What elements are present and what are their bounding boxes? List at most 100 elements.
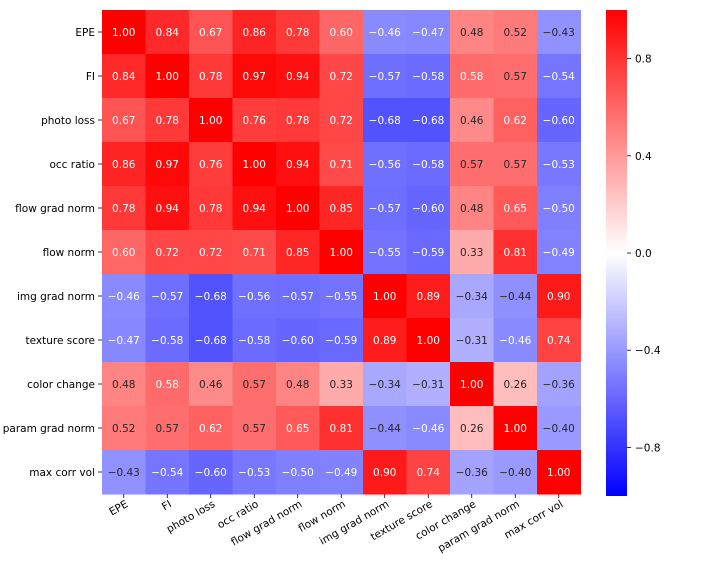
heatmap-cell xyxy=(406,10,451,55)
cell-value-label: −0.31 xyxy=(456,335,488,347)
cell-value-label: −0.60 xyxy=(195,467,227,479)
cell-value-label: 0.57 xyxy=(504,159,527,171)
cell-value-label: 0.78 xyxy=(286,115,309,127)
heatmap-cell xyxy=(537,450,581,495)
heatmap-cell xyxy=(189,362,233,407)
heatmap-cell xyxy=(102,54,146,99)
cell-value-label: −0.49 xyxy=(325,467,357,479)
heatmap-cell xyxy=(363,362,407,407)
cell-value-label: 1.00 xyxy=(417,335,440,347)
cell-value-label: −0.59 xyxy=(412,247,444,259)
cell-value-label: 0.65 xyxy=(504,203,527,215)
cell-value-label: −0.59 xyxy=(325,335,357,347)
cell-value-label: 0.67 xyxy=(112,115,135,127)
heatmap-cell xyxy=(189,318,233,363)
cell-value-label: 0.85 xyxy=(286,247,309,259)
heatmap-cell xyxy=(406,274,451,319)
cell-value-label: 0.60 xyxy=(330,27,353,39)
heatmap-cell xyxy=(145,142,190,187)
heatmap-cells xyxy=(102,10,581,495)
cell-value-label: −0.54 xyxy=(151,467,183,479)
heatmap-cell xyxy=(145,186,190,231)
cell-value-label: −0.54 xyxy=(543,71,575,83)
heatmap-cell xyxy=(450,274,494,319)
cell-value-label: 0.46 xyxy=(460,115,484,127)
heatmap-cell xyxy=(537,318,581,363)
heatmap-cell xyxy=(493,10,538,55)
cell-value-label: −0.46 xyxy=(412,423,444,435)
cell-value-label: −0.68 xyxy=(412,115,444,127)
heatmap-cell xyxy=(232,98,277,143)
heatmap-cell xyxy=(232,142,277,187)
cell-value-label: 0.57 xyxy=(504,71,527,83)
cell-value-label: 0.74 xyxy=(547,335,571,347)
heatmap-cell xyxy=(450,54,494,99)
heatmap-cell xyxy=(450,142,494,187)
heatmap-cell xyxy=(363,54,407,99)
cell-value-label: −0.58 xyxy=(151,335,183,347)
heatmap-cell xyxy=(537,186,581,231)
heatmap-cell xyxy=(450,98,494,143)
cell-value-label: −0.47 xyxy=(412,27,444,39)
heatmap-cell xyxy=(406,98,451,143)
heatmap-cell xyxy=(319,186,364,231)
heatmap-cell xyxy=(145,54,190,99)
heatmap-cell xyxy=(276,142,320,187)
heatmap-cell xyxy=(450,318,494,363)
heatmap-cell xyxy=(232,450,277,495)
cell-value-label: 0.72 xyxy=(330,71,353,83)
heatmap-cell xyxy=(276,10,320,55)
cell-value-label: −0.60 xyxy=(543,115,575,127)
cell-value-label: 0.26 xyxy=(504,379,528,391)
cell-value-label: 0.76 xyxy=(199,159,223,171)
heatmap-cell xyxy=(189,274,233,319)
cell-value-label: 0.94 xyxy=(286,159,310,171)
heatmap-cell xyxy=(102,142,146,187)
cell-value-label: −0.60 xyxy=(412,203,444,215)
cell-value-label: −0.43 xyxy=(543,27,575,39)
heatmap-cell xyxy=(493,318,538,363)
cell-value-label: −0.53 xyxy=(543,159,575,171)
heatmap-cell xyxy=(537,274,581,319)
cell-value-label: −0.50 xyxy=(543,203,575,215)
heatmap-cell xyxy=(406,142,451,187)
cell-value-label: −0.57 xyxy=(151,291,183,303)
y-tick-label: FI xyxy=(86,71,95,83)
heatmap-cell xyxy=(189,54,233,99)
cell-value-label: −0.40 xyxy=(543,423,575,435)
heatmap-cell xyxy=(406,230,451,275)
heatmap-cell xyxy=(145,98,190,143)
cell-value-label: −0.34 xyxy=(369,379,401,391)
cell-value-label: 0.57 xyxy=(243,423,266,435)
heatmap-cell xyxy=(406,450,451,495)
cell-value-label: −0.55 xyxy=(369,247,401,259)
cell-value-label: 0.84 xyxy=(112,71,136,83)
cell-value-label: 0.48 xyxy=(112,379,135,391)
cell-value-label: 0.81 xyxy=(504,247,527,259)
cell-value-label: −0.55 xyxy=(325,291,357,303)
heatmap-cell xyxy=(102,450,146,495)
y-tick-label: photo loss xyxy=(41,115,95,127)
heatmap-cell xyxy=(145,10,190,55)
cell-value-label: 0.71 xyxy=(330,159,353,171)
y-tick-label: flow grad norm xyxy=(15,203,95,215)
heatmap-cell xyxy=(145,318,190,363)
heatmap-cell xyxy=(319,10,364,55)
cell-value-label: 1.00 xyxy=(330,247,353,259)
heatmap-cell xyxy=(276,362,320,407)
cell-value-label: 0.33 xyxy=(460,247,483,259)
cell-value-label: −0.46 xyxy=(108,291,140,303)
heatmap-cell xyxy=(232,318,277,363)
heatmap-cell xyxy=(232,406,277,451)
cell-value-label: 0.52 xyxy=(504,27,527,39)
heatmap-cell xyxy=(537,54,581,99)
cell-value-label: 0.58 xyxy=(156,379,179,391)
heatmap-cell xyxy=(319,230,364,275)
heatmap-cell xyxy=(537,406,581,451)
cell-value-label: 0.33 xyxy=(330,379,353,391)
cell-value-label: 0.72 xyxy=(330,115,353,127)
cell-value-label: 0.78 xyxy=(112,203,135,215)
heatmap-cell xyxy=(493,362,538,407)
cell-value-label: 0.86 xyxy=(243,27,267,39)
cell-value-label: 0.52 xyxy=(112,423,135,435)
